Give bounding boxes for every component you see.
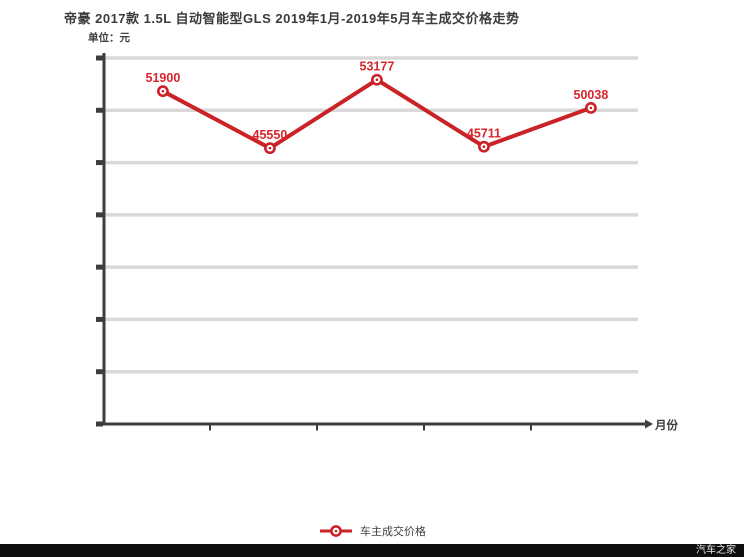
footer-watermark-bar: 汽车之家	[0, 544, 744, 557]
legend-marker-icon	[320, 525, 352, 537]
price-trend-line	[160, 77, 593, 151]
data-point-label: 53177	[360, 60, 395, 74]
data-point-center	[589, 106, 593, 110]
y-axis-tick	[96, 421, 103, 427]
y-axis-tick	[96, 212, 103, 218]
data-point-label: 45550	[253, 128, 288, 142]
y-axis-tick	[96, 160, 103, 166]
data-point-label: 51900	[146, 71, 181, 85]
y-axis-tick	[96, 264, 103, 270]
y-axis-unit-label: 单位：元	[88, 32, 130, 44]
watermark-text: 汽车之家	[696, 545, 736, 556]
data-point-label: 45711	[467, 127, 501, 141]
chart-title: 帝豪 2017款 1.5L 自动智能型GLS 2019年1月-2019年5月车主…	[64, 11, 520, 26]
data-point-center	[161, 89, 165, 93]
data-point-label: 50038	[574, 88, 609, 102]
data-point-center	[375, 78, 379, 82]
y-axis-tick	[96, 316, 103, 322]
x-axis-arrow	[645, 419, 653, 429]
data-point-center	[482, 145, 486, 149]
line-chart-plot: 月份 51900 45550 53177 45711 50038	[96, 53, 678, 432]
y-axis-tick	[96, 107, 103, 113]
x-axis-title: 月份	[654, 418, 678, 432]
chart-legend: 车主成交价格	[0, 521, 744, 541]
legend-point-center	[334, 529, 338, 533]
legend-label: 车主成交价格	[360, 526, 426, 538]
y-axis-tick	[96, 55, 103, 61]
data-point-center	[268, 146, 272, 150]
y-axis-tick	[96, 369, 103, 375]
